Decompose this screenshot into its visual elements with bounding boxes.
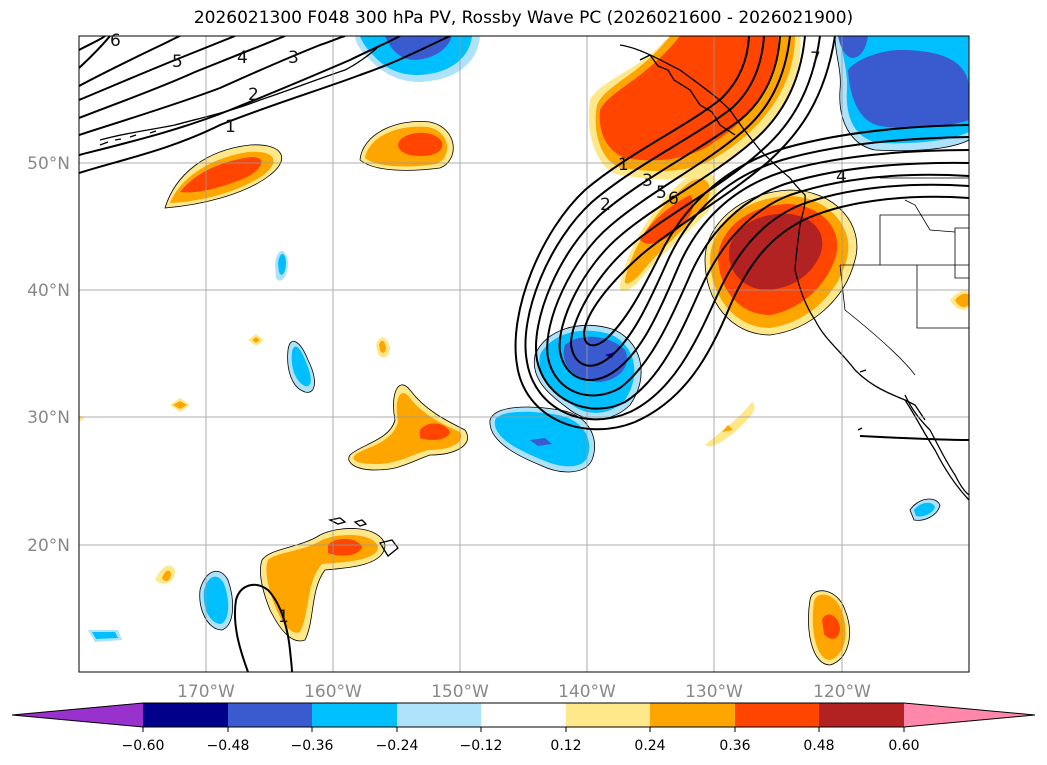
contour-label: 4 [836, 167, 847, 187]
contour-label: 3 [288, 48, 299, 68]
lat-label: 20°N [27, 536, 70, 556]
lon-label: 170°W [177, 682, 235, 702]
contour-label: 3 [642, 171, 653, 191]
lat-label: 50°N [27, 154, 70, 174]
lon-label: 150°W [431, 682, 489, 702]
colorbar-tick-label: 0.60 [888, 738, 919, 754]
state-borders [839, 177, 969, 376]
contour-label: 1 [618, 155, 629, 175]
contour-label: 2 [600, 195, 611, 215]
colorbar-tick-label: 0.24 [634, 738, 665, 754]
contour-label: 6 [110, 31, 121, 51]
contour-label-group: 1 2 3 4 5 6 1 2 3 5 6 4 7 1 [110, 31, 847, 627]
colorbar-tick-label: 0.48 [803, 738, 834, 754]
coastlines [99, 44, 969, 557]
contour-label: 1 [278, 607, 289, 627]
map-frame [78, 35, 970, 673]
lon-label: 160°W [304, 682, 362, 702]
colorbar-tick-label: 0.12 [550, 738, 581, 754]
colorbar-bin [143, 703, 228, 727]
pc-contours [79, 36, 969, 672]
map-background [79, 36, 969, 672]
colorbar-bin [650, 703, 735, 727]
longitude-labels: 170°W 160°W 150°W 140°W 130°W 120°W [177, 682, 871, 702]
colorbar-tick-label: −0.60 [122, 738, 165, 754]
colorbar: −0.60 −0.48 −0.36 −0.24 −0.12 0.12 0.24 … [11, 702, 1036, 754]
lat-label: 40°N [27, 281, 70, 301]
contour-label: 5 [656, 183, 667, 203]
colorbar-extend-low [12, 703, 143, 727]
contour-label: 5 [172, 52, 183, 72]
colorbar-bin [566, 703, 650, 727]
colorbar-tick-label: −0.48 [207, 738, 250, 754]
colorbar-bin [819, 703, 904, 727]
contour-label: 4 [237, 48, 248, 68]
colorbar-bin [312, 703, 397, 727]
colorbar-tick-label: −0.36 [291, 738, 334, 754]
contour-label: 7 [810, 49, 821, 69]
colorbar-bin [735, 703, 819, 727]
lon-label: 120°W [813, 682, 871, 702]
positive-anomaly-shading [79, 36, 969, 665]
lon-label: 130°W [685, 682, 743, 702]
figure-title: 2026021300 F048 300 hPa PV, Rossby Wave … [193, 8, 854, 28]
colorbar-tick-label: −0.24 [376, 738, 419, 754]
colorbar-bin [397, 703, 481, 727]
anomaly-outlines [164, 36, 969, 666]
colorbar-extend-high [904, 703, 1035, 727]
colorbar-bin [481, 703, 566, 727]
latitude-labels: 50°N 40°N 30°N 20°N [27, 154, 70, 556]
negative-anomaly-shading [88, 36, 969, 642]
contour-label: 1 [225, 117, 236, 137]
contour-label: 2 [248, 85, 259, 105]
colorbar-ticks [142, 727, 905, 732]
lat-label: 30°N [27, 408, 70, 428]
colorbar-tick-label: 0.36 [719, 738, 750, 754]
contour-label: 6 [668, 189, 679, 209]
lon-label: 140°W [558, 682, 616, 702]
colorbar-bin [228, 703, 312, 727]
colorbar-tick-label: −0.12 [460, 738, 503, 754]
